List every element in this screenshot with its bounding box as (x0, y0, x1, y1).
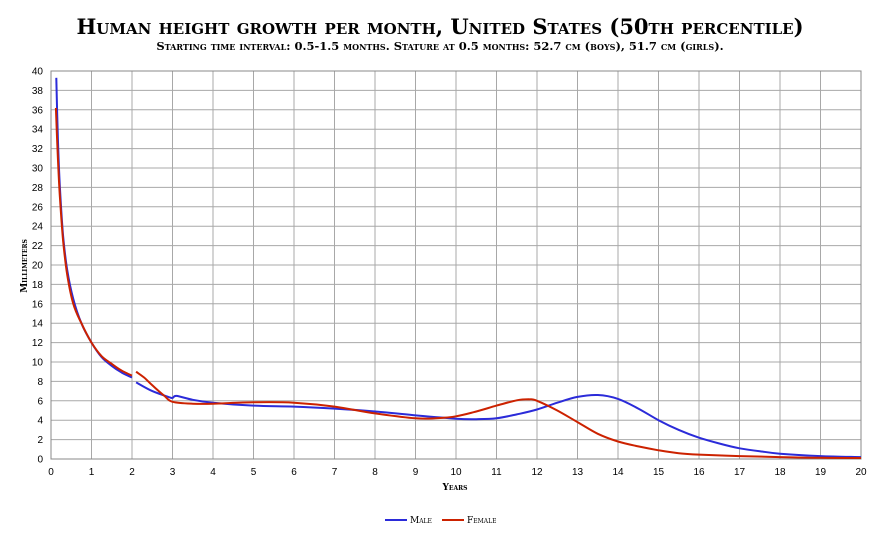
x-tick-label: 4 (210, 467, 216, 478)
legend-label: Male (410, 516, 432, 526)
plot-frame (50, 70, 862, 460)
y-tick-label: 8 (37, 377, 43, 388)
chart-subtitle: Starting time interval: 0.5-1.5 months. … (156, 39, 724, 53)
y-tick-label: 4 (37, 416, 43, 427)
x-tick-label: 17 (734, 467, 746, 478)
x-tick-label: 12 (531, 467, 543, 478)
x-tick-label: 0 (48, 467, 54, 478)
x-tick-label: 11 (491, 467, 502, 478)
y-tick-label: 24 (32, 222, 44, 233)
chart-title: Human height growth per month, United St… (76, 14, 804, 39)
x-tick-label: 6 (291, 467, 297, 478)
y-tick-label: 18 (32, 280, 44, 291)
x-axis-title: Years (442, 483, 468, 493)
y-axis-title: Millimeters (20, 239, 30, 293)
grid-lines (50, 70, 862, 460)
x-tick-label: 2 (129, 467, 135, 478)
x-tick-label: 5 (251, 467, 257, 478)
y-tick-label: 26 (32, 202, 44, 213)
series-line-segment (135, 381, 862, 459)
series-female (54, 107, 862, 459)
y-tick-label: 16 (32, 299, 44, 310)
series-male (55, 77, 862, 459)
y-tick-label: 0 (37, 455, 43, 466)
y-tick-label: 36 (32, 105, 44, 116)
y-tick-label: 14 (32, 319, 44, 330)
x-tick-label: 16 (693, 467, 705, 478)
y-tick-label: 6 (37, 396, 43, 407)
series-line-segment (135, 370, 862, 459)
x-tick-label: 1 (89, 467, 95, 478)
y-tick-label: 28 (32, 183, 44, 194)
x-tick-label: 20 (855, 467, 867, 478)
x-axis-ticks: 0 1 2 3 4 5 6 7 8 9 10 11 12 13 14 15 16 17 18 19 20 (48, 467, 867, 478)
legend: Male Female (385, 516, 496, 526)
y-tick-label: 34 (32, 125, 44, 136)
x-tick-label: 3 (170, 467, 176, 478)
x-tick-label: 13 (572, 467, 584, 478)
series-line-segment (54, 107, 133, 377)
x-tick-label: 9 (413, 467, 419, 478)
y-tick-label: 2 (37, 435, 43, 446)
y-tick-label: 22 (32, 241, 44, 252)
y-tick-label: 32 (32, 144, 44, 155)
x-tick-label: 19 (815, 467, 827, 478)
y-tick-label: 20 (32, 261, 44, 272)
x-tick-label: 8 (372, 467, 378, 478)
x-tick-label: 15 (653, 467, 665, 478)
x-tick-label: 18 (774, 467, 786, 478)
x-tick-label: 10 (450, 467, 462, 478)
series-lines (54, 77, 862, 459)
y-tick-label: 10 (32, 358, 44, 369)
x-tick-label: 7 (332, 467, 338, 478)
y-tick-label: 12 (32, 338, 44, 349)
legend-label: Female (467, 516, 496, 526)
x-tick-label: 14 (612, 467, 624, 478)
y-tick-label: 38 (32, 86, 44, 97)
y-tick-label: 30 (32, 164, 44, 175)
y-tick-label: 40 (32, 67, 44, 78)
series-line-segment (55, 77, 133, 379)
